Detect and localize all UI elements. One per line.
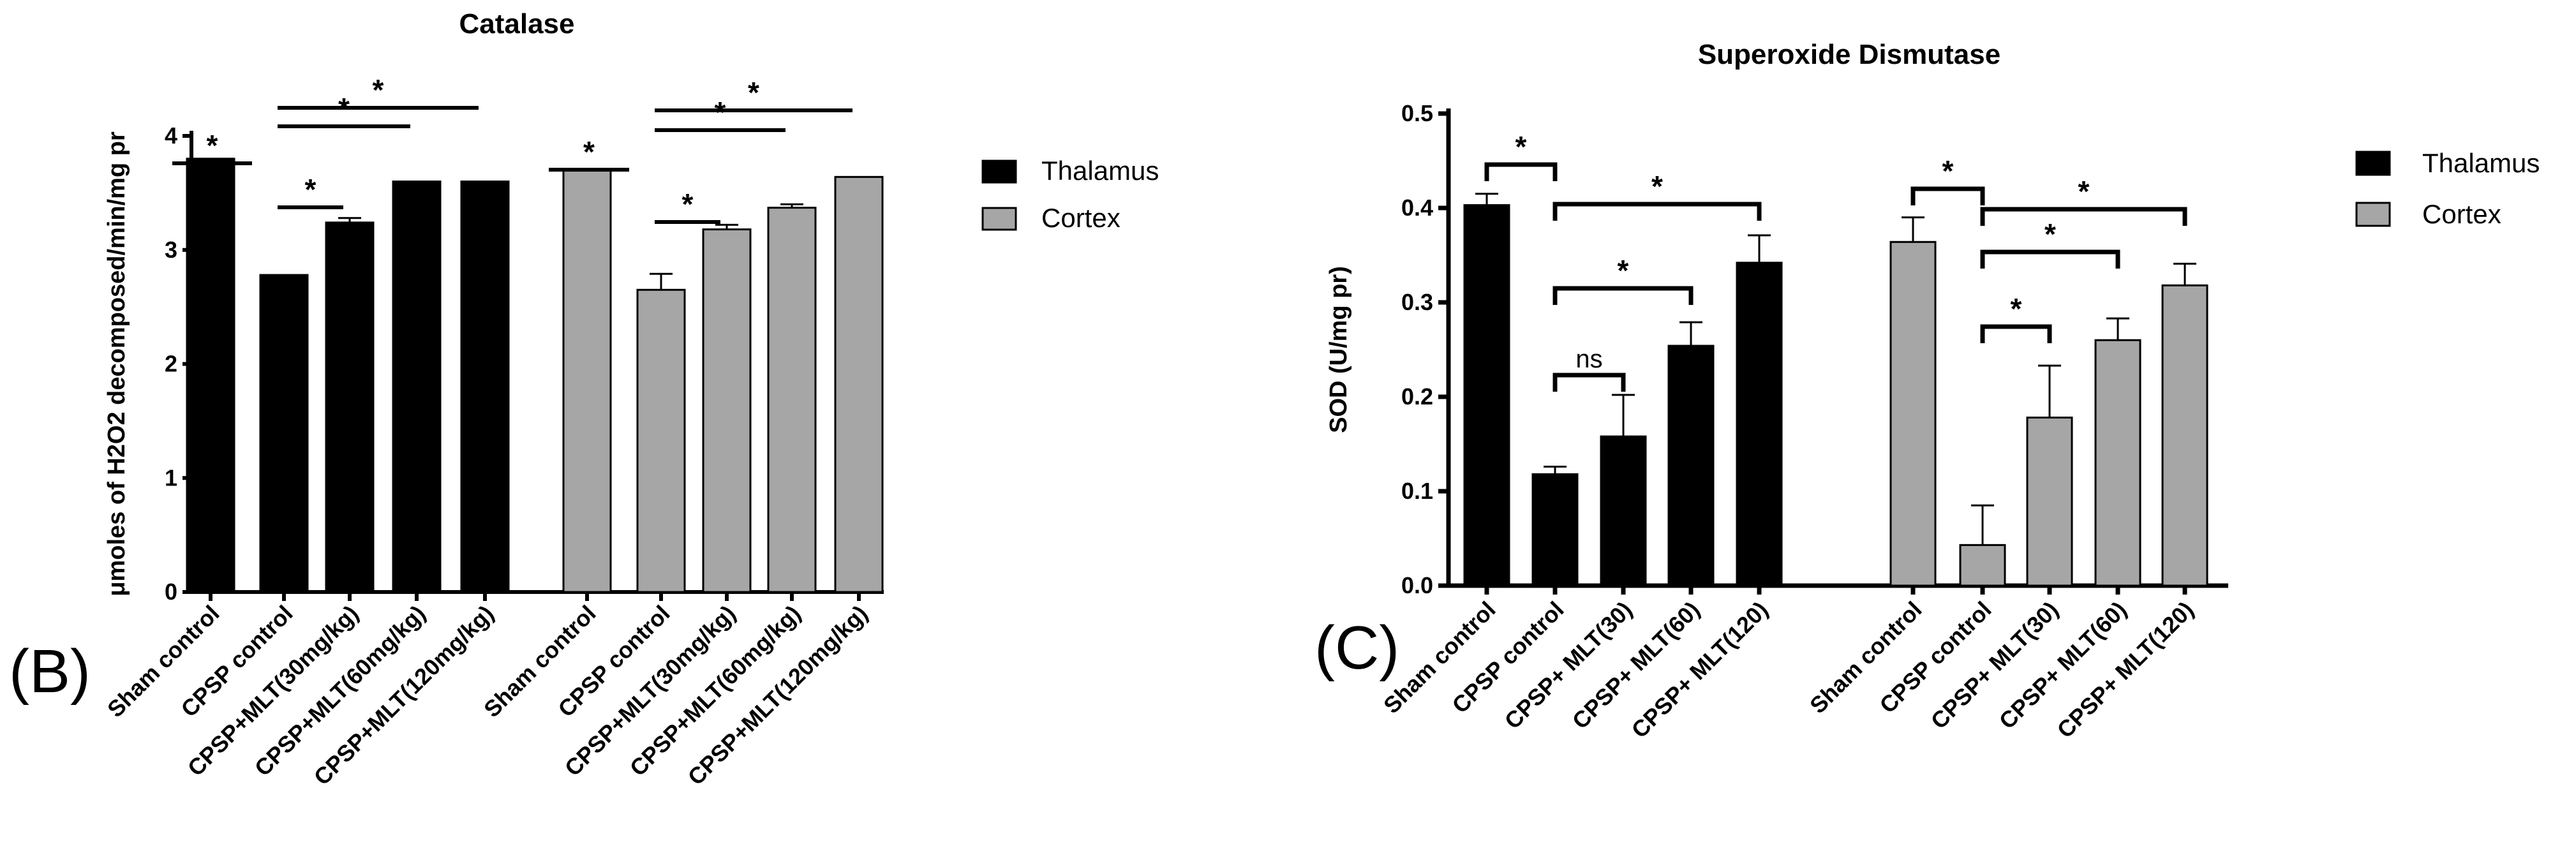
sod-x-tick-label: CPSP+ MLT(30) — [1926, 596, 2064, 734]
sod-title: Superoxide Dismutase — [1698, 39, 2000, 70]
sod-bar-cortex-4 — [2161, 284, 2208, 587]
sod-legend-swatch-thalamus — [2355, 151, 2391, 176]
sod-significance-bracket — [1552, 202, 1762, 221]
catalase-bar-cortex-0 — [562, 169, 612, 593]
catalase-significance-label: * — [207, 129, 218, 162]
catalase-chart: Catalase μmoles of H2O2 decomposed/min/mg… — [102, 8, 1159, 790]
sod-significance-label: * — [2078, 175, 2090, 208]
catalase-significance-label: * — [373, 73, 384, 107]
sod-significance-label: * — [1618, 254, 1629, 287]
sod-significance-label: * — [2011, 292, 2022, 325]
catalase-bar-thalamus-3 — [392, 181, 442, 593]
catalase-y-tick-label: 0 — [165, 579, 177, 605]
sod-significance-bracket — [1910, 186, 1985, 205]
catalase-bar-cortex-1 — [636, 288, 686, 593]
sod-significance-label: ns — [1575, 345, 1602, 373]
sod-significance-bracket — [1980, 249, 2120, 269]
sod-significance-label: * — [1651, 170, 1663, 203]
sod-bar-cortex-1 — [1959, 544, 2006, 587]
sod-y-tick-label: 0.0 — [1401, 572, 1433, 598]
sod-significance-bracket — [1980, 324, 2052, 343]
sod-bar-cortex-0 — [1889, 241, 1937, 587]
sod-significance-bracket — [1484, 162, 1558, 181]
sod-x-tick-label: CPSP+ MLT(30) — [1500, 596, 1637, 734]
sod-legend-label-thalamus: Thalamus — [2422, 148, 2540, 178]
catalase-significance-label: * — [748, 76, 759, 109]
sod-bar-cortex-3 — [2094, 339, 2141, 587]
sod-bar-thalamus-1 — [1531, 473, 1579, 587]
sod-y-axis-label: SOD (U/mg pr) — [1325, 266, 1352, 433]
sod-y-tick-label: 0.2 — [1401, 383, 1433, 410]
sod-chart: Superoxide Dismutase SOD (U/mg pr) 0.0 0.1 0… — [1325, 39, 2540, 743]
catalase-legend-label-thalamus: Thalamus — [1041, 156, 1159, 186]
sod-significance-bracket — [1552, 286, 1694, 305]
catalase-bar-cortex-4 — [834, 175, 884, 593]
catalase-y-axis-label: μmoles of H2O2 decomposed/min/mg pr — [103, 131, 130, 596]
sod-bar-thalamus-2 — [1600, 435, 1647, 587]
catalase-y-tick-label: 3 — [165, 237, 177, 263]
catalase-y-tick-label: 2 — [165, 351, 177, 377]
catalase-bar-thalamus-4 — [460, 181, 510, 593]
catalase-bar-thalamus-2 — [325, 221, 375, 593]
panel-label-b: (B) — [9, 637, 91, 706]
sod-significance-bracket — [1552, 373, 1626, 392]
catalase-bar-thalamus-0 — [186, 158, 235, 593]
catalase-legend-swatch-thalamus — [981, 159, 1017, 184]
sod-significance-label: * — [2044, 218, 2056, 251]
sod-significance-label: * — [1515, 130, 1527, 163]
catalase-legend-swatch-cortex — [981, 207, 1017, 231]
catalase-significance-label: * — [305, 173, 316, 206]
sod-bar-thalamus-3 — [1667, 344, 1715, 587]
catalase-y-tick-label: 4 — [165, 122, 177, 149]
sod-significance-bracket — [1980, 207, 2187, 226]
catalase-bar-cortex-2 — [702, 228, 752, 593]
sod-bar-thalamus-4 — [1736, 262, 1783, 587]
catalase-y-tick-label: 1 — [165, 464, 177, 491]
sod-legend-label-cortex: Cortex — [2422, 199, 2501, 229]
sod-y-tick-label: 0.4 — [1401, 195, 1433, 221]
catalase-legend-label-cortex: Cortex — [1041, 203, 1120, 233]
catalase-significance-label: * — [682, 188, 694, 221]
catalase-bar-thalamus-1 — [259, 274, 309, 593]
sod-y-tick-label: 0.1 — [1401, 478, 1433, 504]
sod-bar-cortex-2 — [2026, 417, 2073, 587]
catalase-bar-cortex-3 — [767, 207, 817, 593]
panel-label-c: (C) — [1314, 614, 1399, 682]
catalase-title: Catalase — [459, 8, 574, 40]
sod-significance-label: * — [1942, 154, 1954, 188]
sod-x-tick-label: CPSP+ MLT(60) — [1567, 596, 1705, 734]
sod-legend-swatch-cortex — [2355, 202, 2391, 227]
catalase-significance-label: * — [583, 135, 595, 168]
sod-y-tick-label: 0.5 — [1401, 100, 1433, 126]
sod-y-tick-label: 0.3 — [1401, 289, 1433, 315]
sod-bar-thalamus-0 — [1463, 204, 1510, 587]
